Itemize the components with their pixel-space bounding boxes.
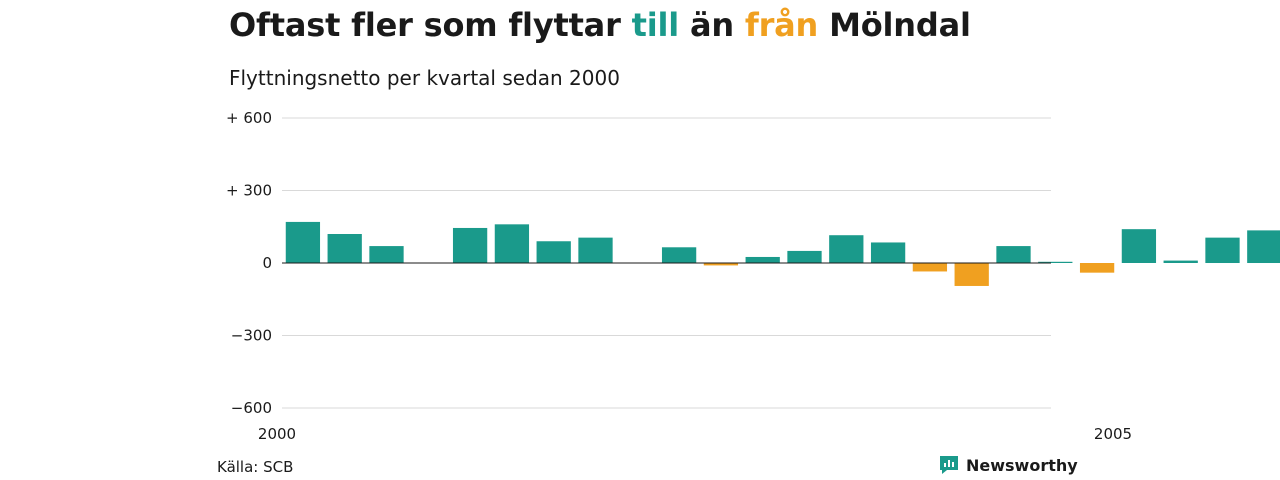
bar [369,246,404,263]
title-end: Mölndal [818,6,971,44]
x-tick-label: 2000 [258,425,296,443]
brand-name: Newsworthy [966,455,1078,475]
bars [285,221,1280,286]
y-tick-label: 0 [262,254,272,272]
y-tick-label: −600 [231,399,272,417]
bar [870,242,906,263]
x-axis-ticks: 20002005201020152020 [258,425,1132,443]
y-axis-ticks: + 600 + 300 0 −300 −600 [226,109,272,417]
bar [494,224,530,263]
chart-title: Oftast fler som flyttar till än från Möl… [229,6,971,44]
bar [787,250,822,263]
y-tick-label: −300 [231,327,272,345]
bar [452,227,488,263]
bar [1121,229,1157,263]
bar [1079,263,1115,273]
bar [703,263,739,266]
title-out-word: från [744,6,819,44]
chart-subtitle: Flyttningsnetto per kvartal sedan 2000 [229,66,620,90]
bar [1038,261,1073,263]
newsworthy-brand[interactable]: Newsworthy [938,454,1078,476]
title-mid: än [679,6,745,44]
bar [829,235,864,263]
newsworthy-logo-icon [940,456,958,474]
bar [1205,237,1240,264]
x-tick-label: 2005 [1094,425,1132,443]
bar [285,221,321,263]
source-label: Källa: SCB [217,458,294,476]
title-in-word: till [631,6,680,44]
title-part1: Oftast fler som flyttar [229,6,632,44]
bar [536,241,571,263]
bar [578,237,613,264]
bar [996,246,1031,263]
bar [912,263,948,272]
bar [745,256,780,263]
grid-lines [282,117,1051,409]
y-tick-label: + 300 [226,182,272,200]
bar [327,234,362,263]
bar [954,263,989,286]
y-tick-label: + 600 [226,109,272,127]
bar [1163,260,1198,263]
bar [661,247,697,263]
bar [1247,230,1280,264]
